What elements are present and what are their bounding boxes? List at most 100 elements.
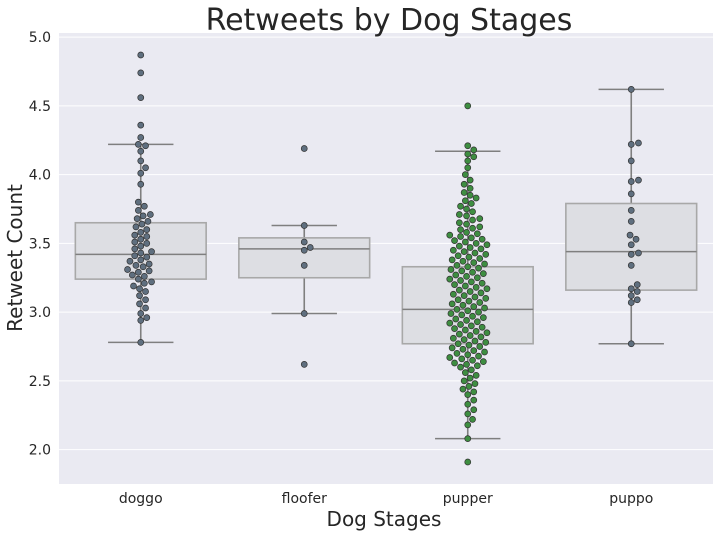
data-point-floofer (300, 222, 308, 229)
data-point-pupper (448, 256, 456, 264)
data-point-pupper (458, 311, 466, 319)
data-point-pupper (460, 336, 468, 343)
data-point-pupper (452, 315, 460, 323)
data-point-pupper (466, 191, 474, 199)
data-point-pupper (471, 293, 479, 301)
data-point-doggo (139, 212, 147, 220)
data-point-puppo (635, 176, 642, 184)
data-point-floofer (300, 246, 308, 254)
data-point-pupper (470, 303, 478, 310)
data-point-pupper (462, 369, 469, 376)
data-point-pupper (470, 146, 478, 154)
data-point-doggo (137, 249, 145, 257)
data-point-doggo (136, 292, 143, 299)
data-point-pupper (457, 321, 464, 328)
data-point-puppo (627, 251, 635, 258)
data-point-puppo (627, 141, 635, 148)
data-point-pupper (472, 194, 480, 202)
data-point-doggo (137, 51, 145, 59)
data-point-pupper (456, 242, 463, 250)
data-point-puppo (627, 190, 635, 198)
data-point-pupper (457, 277, 464, 284)
data-point-doggo (136, 285, 143, 293)
data-point-doggo (143, 240, 151, 247)
data-point-pupper (460, 189, 468, 196)
data-point-doggo (145, 260, 153, 268)
data-point-doggo (135, 275, 142, 283)
data-point-pupper (468, 200, 475, 207)
data-point-pupper (459, 257, 467, 265)
data-point-pupper (465, 341, 473, 349)
data-point-pupper (482, 251, 490, 258)
data-point-pupper (472, 240, 480, 247)
data-point-doggo (133, 215, 141, 222)
data-point-pupper (466, 332, 474, 339)
data-point-puppo (627, 241, 635, 249)
data-point-pupper (459, 345, 467, 353)
data-point-doggo (138, 220, 146, 228)
swarm-points (124, 51, 642, 466)
data-point-floofer (300, 145, 308, 152)
data-point-pupper (480, 358, 487, 365)
data-point-doggo (137, 169, 145, 177)
data-point-doggo (135, 268, 142, 276)
data-point-pupper (464, 391, 472, 398)
data-point-pupper (470, 259, 478, 266)
data-point-pupper (454, 296, 462, 304)
data-point-pupper (464, 435, 472, 442)
data-point-doggo (147, 211, 154, 218)
y-tick-label: 3.5 (29, 236, 51, 252)
data-point-pupper (462, 171, 469, 178)
data-point-pupper (481, 260, 488, 268)
y-tick-label: 3.0 (29, 305, 51, 321)
data-point-pupper (466, 244, 474, 251)
data-point-pupper (477, 289, 485, 297)
data-point-puppo (627, 340, 635, 348)
data-point-pupper (480, 314, 487, 321)
data-point-pupper (447, 310, 455, 317)
data-point-pupper (472, 372, 480, 379)
data-point-doggo (131, 238, 139, 246)
data-point-pupper (450, 246, 457, 254)
data-point-pupper (466, 185, 474, 192)
data-point-pupper (469, 268, 476, 276)
data-point-pupper (465, 253, 473, 261)
y-tick-label: 2.0 (29, 443, 51, 459)
data-point-pupper (471, 380, 479, 387)
data-point-doggo (145, 267, 153, 275)
data-point-pupper (464, 157, 472, 165)
data-point-doggo (137, 147, 145, 155)
x-axis-label: Dog Stages (327, 507, 442, 531)
data-point-pupper (465, 297, 473, 305)
data-point-pupper (476, 299, 484, 306)
data-point-doggo (143, 226, 151, 233)
data-point-pupper (466, 288, 474, 295)
data-point-pupper (458, 355, 466, 363)
data-point-doggo (137, 256, 145, 264)
data-point-doggo (144, 218, 152, 225)
data-point-doggo (126, 257, 134, 265)
data-point-doggo (142, 296, 149, 304)
data-point-doggo (142, 164, 149, 172)
data-point-doggo (142, 304, 149, 312)
data-point-doggo (141, 202, 148, 210)
data-point-puppo (627, 292, 635, 299)
data-point-pupper (456, 211, 463, 218)
data-point-doggo (137, 157, 145, 165)
data-point-doggo (124, 266, 131, 273)
x-tick-labels: doggo floofer pupper puppo (119, 491, 653, 507)
data-point-pupper (448, 300, 456, 308)
data-point-pupper (457, 363, 464, 371)
data-point-pupper (457, 226, 464, 233)
data-point-pupper (454, 252, 462, 260)
data-point-pupper (451, 281, 458, 288)
data-point-pupper (463, 361, 470, 368)
data-point-doggo (137, 180, 145, 188)
x-tick-label: pupper (443, 491, 493, 507)
data-point-doggo (143, 314, 151, 321)
data-point-pupper (451, 237, 458, 244)
data-point-pupper (470, 396, 478, 404)
data-point-pupper (462, 282, 469, 290)
data-point-pupper (460, 377, 468, 385)
